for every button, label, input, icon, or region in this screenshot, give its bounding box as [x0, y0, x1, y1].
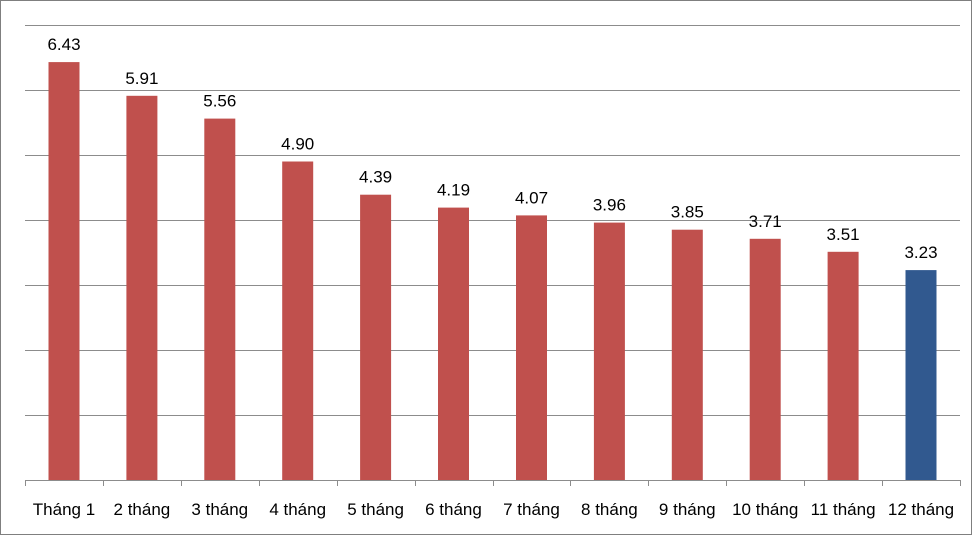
- bar-3: [204, 118, 236, 480]
- bar-2: [126, 95, 158, 481]
- x-tick-label: Tháng 1: [33, 500, 95, 519]
- value-label: 3.96: [593, 196, 626, 215]
- x-tick-label: 9 tháng: [659, 500, 716, 519]
- value-label: 3.51: [827, 225, 860, 244]
- x-tick-label: 8 tháng: [581, 500, 638, 519]
- x-tick-label: 6 tháng: [425, 500, 482, 519]
- value-label: 4.90: [281, 135, 314, 154]
- bars: [48, 62, 937, 481]
- bar-11: [827, 251, 859, 480]
- bar-10: [749, 238, 781, 480]
- x-tick-label: 5 tháng: [347, 500, 404, 519]
- bar-12: [905, 270, 937, 480]
- x-tick-label: 10 tháng: [732, 500, 798, 519]
- bar-7: [516, 215, 547, 480]
- value-label: 3.71: [749, 212, 782, 231]
- gridlines: [25, 25, 960, 416]
- bar-1: [48, 62, 80, 480]
- x-axis: Tháng 1 2 tháng 3 tháng 4 tháng 5 tháng 6 thá…: [25, 480, 961, 519]
- value-label: 5.56: [203, 92, 236, 111]
- value-labels: 6.43 5.91 5.56 4.90 4.39 4.19 4.07 3.96 3.85 3.71…: [47, 35, 937, 262]
- bar-5: [360, 194, 392, 480]
- x-tick-label: 2 tháng: [114, 500, 171, 519]
- x-tick-label: 7 tháng: [503, 500, 560, 519]
- x-tick-label: 12 tháng: [888, 500, 954, 519]
- x-tick-label: 4 tháng: [269, 500, 326, 519]
- bar-9: [671, 229, 703, 480]
- value-label: 3.85: [671, 203, 704, 222]
- value-label: 4.07: [515, 188, 548, 207]
- bar-6: [438, 207, 469, 480]
- value-label: 4.39: [359, 168, 392, 187]
- bar-4: [282, 161, 314, 480]
- value-label: 6.43: [47, 35, 80, 54]
- bar-8: [593, 222, 625, 480]
- value-label: 4.19: [437, 181, 470, 200]
- value-label: 5.91: [125, 69, 158, 88]
- value-label: 3.23: [904, 243, 937, 262]
- x-tick-label: 11 tháng: [811, 500, 876, 519]
- x-tick-label: 3 tháng: [191, 500, 248, 519]
